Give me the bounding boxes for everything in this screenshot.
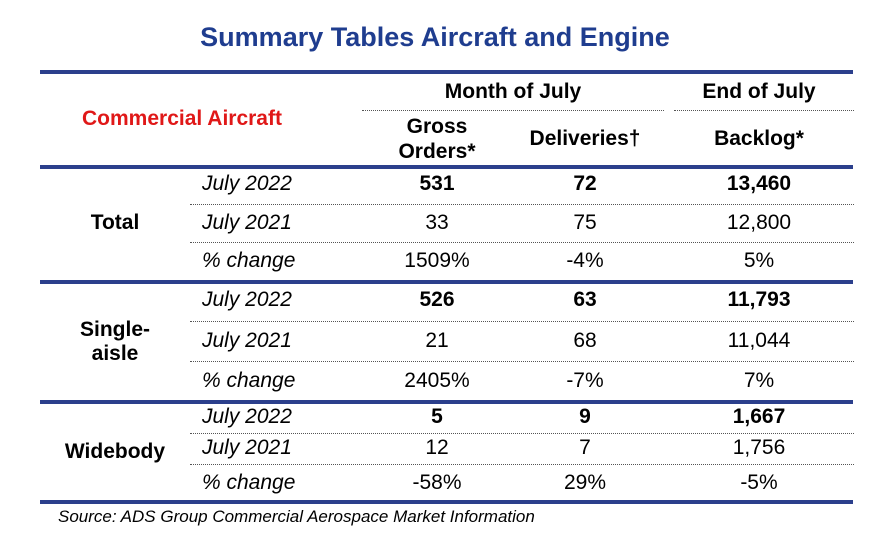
cell-backlog: 7%	[743, 369, 775, 392]
cell-gross-orders: 2405%	[404, 369, 470, 392]
cell-deliveries: 68	[573, 329, 597, 352]
cell-gross-orders: 1509%	[404, 249, 470, 272]
cell-gross-orders: -58%	[412, 471, 462, 494]
page-title: Summary Tables Aircraft and Engine	[200, 22, 670, 52]
group-label-total: Total	[90, 211, 140, 234]
group-label-single-aisle: Single-	[79, 318, 150, 341]
gross-orders-header-line2: Orders*	[398, 140, 476, 163]
cell-deliveries: 7	[579, 436, 591, 459]
row-dotted-separator	[190, 464, 854, 465]
cell-gross-orders: 12	[425, 436, 449, 459]
cell-gross-orders: 33	[425, 211, 449, 234]
table-top-rule	[40, 70, 853, 74]
cell-gross-orders: 21	[425, 329, 449, 352]
cell-backlog: 11,793	[727, 288, 791, 311]
cell-backlog: 11,044	[727, 329, 791, 352]
row-period: July 2021	[202, 329, 292, 352]
cell-gross-orders: 5	[431, 405, 443, 428]
cell-backlog: 5%	[743, 249, 775, 272]
row-dotted-separator	[190, 321, 854, 322]
cell-gross-orders: 526	[419, 288, 455, 311]
end-group-header: End of July	[702, 80, 816, 103]
table-bottom-rule	[40, 500, 853, 504]
row-dotted-separator	[190, 433, 854, 434]
group-label-widebody: Widebody	[64, 440, 166, 463]
backlog-header: Backlog*	[714, 127, 804, 150]
cell-backlog: -5%	[740, 471, 778, 494]
deliveries-header: Deliveries†	[529, 127, 641, 150]
group-label-single-aisle-line2: aisle	[91, 342, 139, 365]
row-period: % change	[202, 471, 296, 494]
header-dotted-separator	[362, 110, 664, 111]
row-period: July 2022	[202, 172, 292, 195]
row-period: July 2022	[202, 405, 292, 428]
row-dotted-separator	[190, 361, 854, 362]
total-bottom-rule	[40, 280, 853, 284]
gross-orders-header-line1: Gross	[406, 115, 468, 138]
cell-gross-orders: 531	[419, 172, 455, 195]
single-aisle-bottom-rule	[40, 400, 853, 404]
row-period: July 2021	[202, 436, 292, 459]
source-note: Source: ADS Group Commercial Aerospace M…	[58, 507, 535, 526]
cell-deliveries: 72	[573, 172, 597, 195]
cell-backlog: 1,756	[732, 436, 786, 459]
cell-deliveries: 75	[573, 211, 597, 234]
cell-backlog: 1,667	[732, 405, 786, 428]
cell-backlog: 13,460	[726, 172, 792, 195]
cell-deliveries: 29%	[563, 471, 607, 494]
cell-deliveries: -7%	[566, 369, 604, 392]
cell-backlog: 12,800	[726, 211, 792, 234]
cell-deliveries: 9	[579, 405, 591, 428]
month-group-header: Month of July	[444, 80, 582, 103]
cell-deliveries: 63	[573, 288, 597, 311]
row-dotted-separator	[190, 242, 854, 243]
row-period: July 2022	[202, 288, 292, 311]
row-dotted-separator	[190, 204, 854, 205]
header-bottom-rule	[40, 165, 853, 169]
cell-deliveries: -4%	[566, 249, 604, 272]
row-period: July 2021	[202, 211, 292, 234]
row-period: % change	[202, 369, 296, 392]
section-label: Commercial Aircraft	[82, 107, 282, 130]
row-period: % change	[202, 249, 296, 272]
header-dotted-separator	[674, 110, 854, 111]
